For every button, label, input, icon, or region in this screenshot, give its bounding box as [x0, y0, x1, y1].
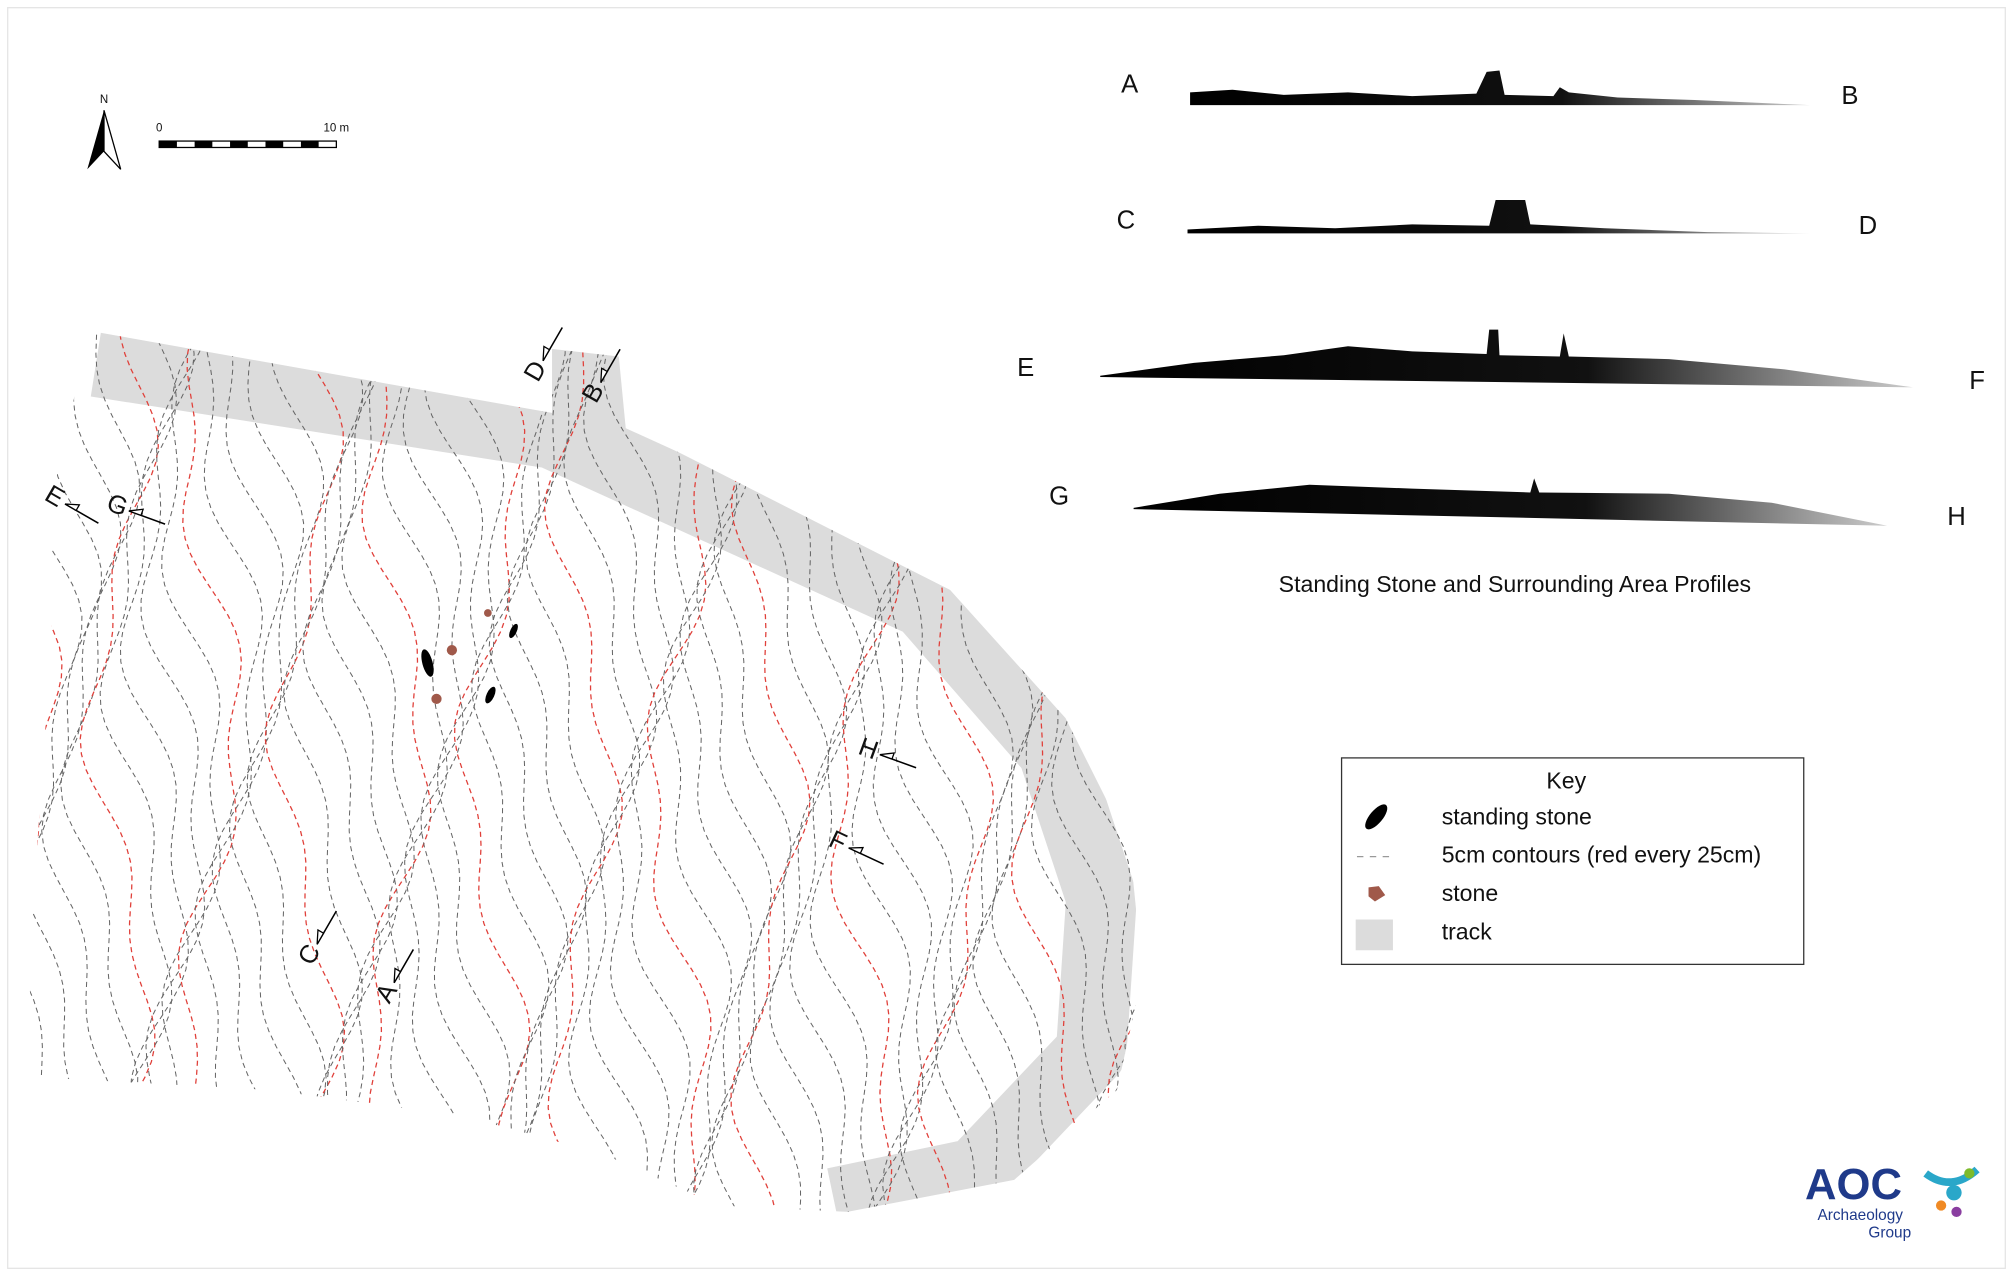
scale-label: 0 [156, 122, 162, 134]
standing-stone [483, 685, 498, 705]
section-label: F [825, 825, 851, 857]
profile-label: C [1117, 207, 1136, 235]
contour [1108, 308, 1175, 1231]
contour [806, 308, 882, 1231]
profiles-title: Standing Stone and Surrounding Area Prof… [1279, 571, 1751, 597]
logo-text: Archaeology [1817, 1207, 1903, 1224]
frame [8, 8, 2006, 1269]
profile-label: G [1049, 482, 1069, 510]
contour [1125, 308, 1194, 1231]
key-label: stone [1442, 880, 1498, 906]
north-arrow [104, 110, 121, 169]
stone [447, 645, 457, 655]
contour [5, 308, 84, 1231]
section-marker: A [370, 942, 424, 1008]
north-arrow [87, 110, 104, 169]
standing-stone [507, 623, 519, 640]
profile [1190, 71, 1810, 106]
contour [749, 308, 828, 1231]
contour [1092, 308, 1159, 1231]
figure: N 0 10 m DBEGHFCA A B C D E F G H Standi… [0, 0, 2013, 1276]
profile-label: B [1841, 82, 1858, 110]
profiles [1100, 71, 1913, 526]
section-label: E [40, 480, 69, 513]
scale-label: 10 m [324, 122, 350, 134]
site-map [0, 308, 1194, 1231]
logo-text: Group [1868, 1225, 1911, 1242]
page: N 0 10 m DBEGHFCA A B C D E F G H Standi… [0, 0, 2013, 1276]
key-label: 5cm contours (red every 25cm) [1442, 842, 1762, 868]
contour [900, 308, 973, 1231]
contour [195, 308, 268, 1231]
north-label: N [100, 94, 108, 106]
section-marker: H [855, 733, 922, 780]
contour [712, 308, 791, 1231]
section-label: D [519, 356, 553, 386]
stone [484, 609, 492, 617]
section-arrow [537, 346, 549, 360]
contour [178, 308, 243, 1231]
section-label: A [370, 978, 403, 1008]
profile-label: D [1859, 212, 1878, 240]
section-label: C [293, 940, 327, 970]
contour [322, 308, 400, 1231]
key-label: standing stone [1442, 803, 1592, 829]
section-arrow [389, 968, 401, 982]
stone [431, 694, 441, 704]
contour [100, 308, 176, 1231]
section-marker: E [40, 480, 106, 534]
contour [852, 308, 916, 1231]
section-arrow [312, 930, 324, 944]
key-label: track [1442, 919, 1492, 945]
section-label: H [855, 733, 882, 766]
contour [786, 308, 864, 1231]
contour [162, 308, 221, 1231]
contour [42, 308, 121, 1231]
key-swatch [1356, 919, 1393, 950]
contour [0, 308, 62, 1231]
section-arrow [880, 749, 894, 759]
contour [768, 308, 847, 1231]
logo-mark [1926, 1168, 1977, 1217]
profile-label: E [1017, 354, 1034, 382]
profile-label: A [1121, 71, 1139, 99]
contour [80, 308, 158, 1231]
profile-label: F [1969, 367, 1985, 395]
section-arrow [65, 498, 79, 510]
contour [936, 308, 1014, 1231]
track [96, 362, 1101, 1203]
profile-label: H [1947, 503, 1966, 531]
contour [918, 308, 994, 1231]
contour [61, 308, 140, 1231]
scale-bar [159, 141, 336, 147]
contour [141, 308, 211, 1231]
section-marker: F [825, 825, 890, 875]
profile [1100, 330, 1913, 388]
section-marker: C [293, 903, 348, 969]
key-title: Key [1546, 767, 1586, 793]
section-arrow [849, 842, 863, 853]
logo-name: AOC [1805, 1161, 1902, 1209]
contour [230, 308, 308, 1231]
profile [1188, 200, 1811, 233]
profile [1134, 478, 1888, 525]
contour [731, 308, 810, 1231]
section-label: G [103, 489, 131, 522]
contour [120, 308, 194, 1231]
contour [342, 308, 414, 1231]
contour [265, 308, 344, 1231]
contour [247, 308, 326, 1231]
